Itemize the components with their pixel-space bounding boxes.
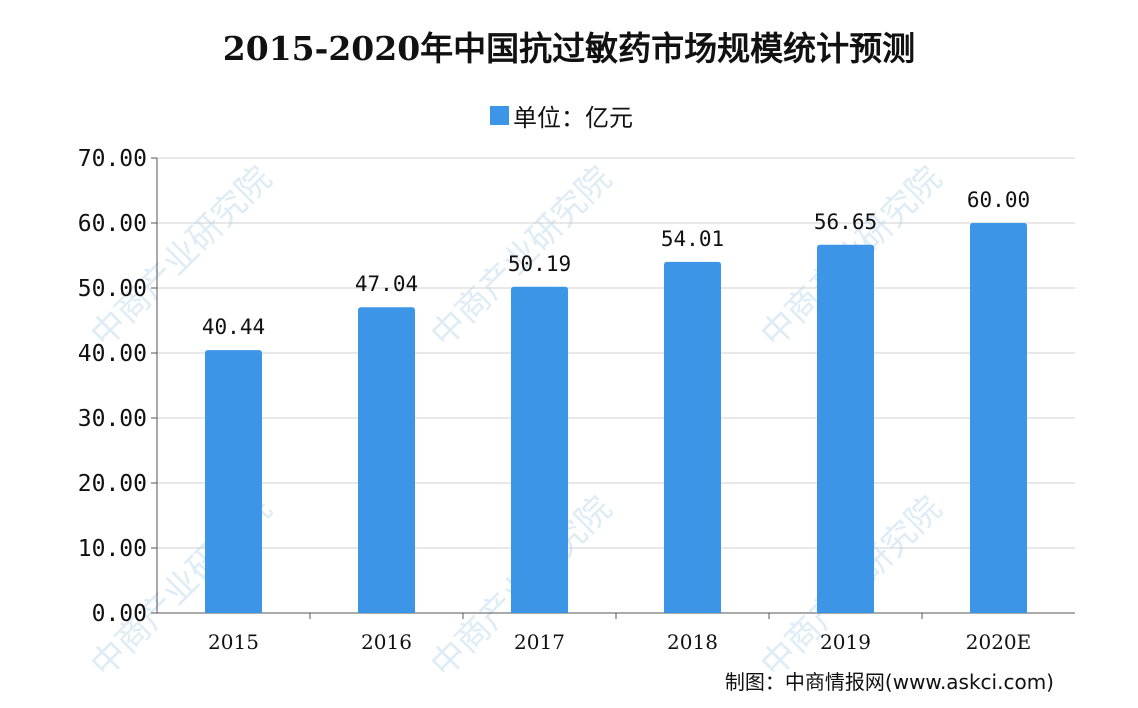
bar xyxy=(664,261,721,613)
data-label: 60.00 xyxy=(967,188,1030,212)
chart-title: 2015-2020年中国抗过敏药市场规模统计预测 xyxy=(222,29,916,68)
data-label: 56.65 xyxy=(814,210,877,234)
x-tick-label: 2017 xyxy=(514,630,565,654)
bar xyxy=(817,244,874,613)
y-tick-label: 10.00 xyxy=(78,536,147,562)
y-tick-label: 40.00 xyxy=(78,341,147,367)
legend-label: 单位：亿元 xyxy=(513,104,633,132)
x-tick-label: 2016 xyxy=(361,630,412,654)
x-tick-label: 2019 xyxy=(820,630,871,654)
x-tick-label: 2018 xyxy=(667,630,718,654)
bar xyxy=(970,223,1027,613)
y-tick-label: 70.00 xyxy=(78,146,147,172)
y-tick-label: 60.00 xyxy=(78,211,147,237)
x-tick-label: 2015 xyxy=(208,630,259,654)
x-tick-label: 2020E xyxy=(966,630,1032,654)
data-label: 50.19 xyxy=(508,252,571,276)
source-note: 制图：中商情报网(www.askci.com) xyxy=(724,670,1054,694)
data-label: 40.44 xyxy=(202,315,265,339)
data-label: 54.01 xyxy=(661,227,724,251)
data-label: 47.04 xyxy=(355,272,418,296)
bar xyxy=(205,350,262,613)
legend-swatch xyxy=(490,106,509,125)
y-tick-label: 0.00 xyxy=(92,601,147,627)
y-tick-label: 20.00 xyxy=(78,471,147,497)
bar xyxy=(511,286,568,613)
legend: 单位：亿元 xyxy=(490,98,633,133)
y-tick-label: 50.00 xyxy=(78,276,147,302)
bar xyxy=(358,307,415,613)
y-tick-label: 30.00 xyxy=(78,406,147,432)
